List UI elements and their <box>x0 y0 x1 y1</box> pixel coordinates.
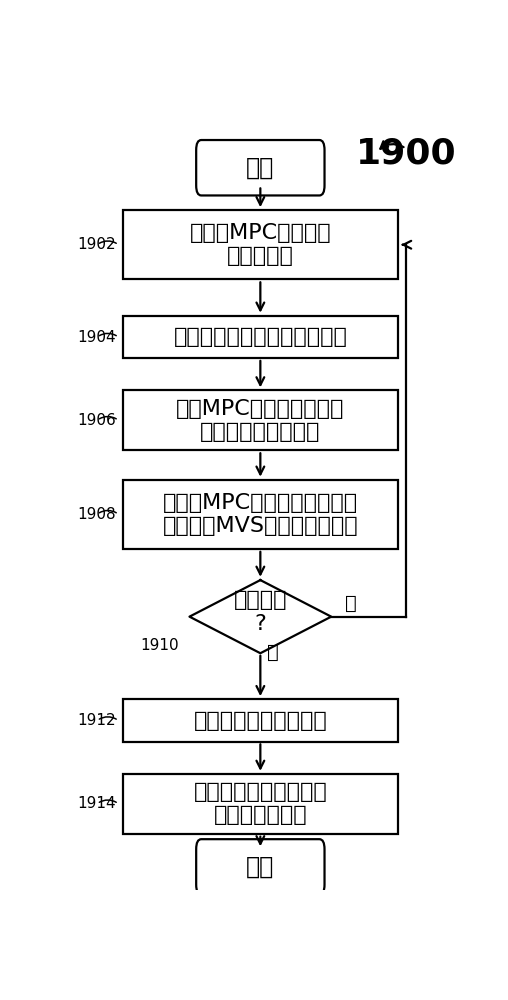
Bar <box>122 210 398 279</box>
Text: 1910: 1910 <box>141 638 179 653</box>
Text: 接收从MPC控制器可以在选择
方向上将MVS推进多远的识别: 接收从MPC控制器可以在选择 方向上将MVS推进多远的识别 <box>163 493 358 536</box>
Text: 否: 否 <box>267 643 279 662</box>
Text: 1912: 1912 <box>78 713 116 728</box>
Text: 使用估计的可行性区域
来识别解决方案: 使用估计的可行性区域 来识别解决方案 <box>194 782 327 825</box>
Bar <box>122 390 398 450</box>
Bar <box>122 774 398 834</box>
Text: 识别从MPC控制器的
当前操作点: 识别从MPC控制器的 当前操作点 <box>189 223 331 266</box>
Polygon shape <box>189 580 331 653</box>
Text: 1900: 1900 <box>356 137 456 171</box>
Text: 1908: 1908 <box>78 507 116 522</box>
Text: 是: 是 <box>345 594 357 613</box>
Bar <box>122 699 398 742</box>
Text: 1904: 1904 <box>78 330 116 345</box>
Text: 1914: 1914 <box>78 796 116 811</box>
FancyBboxPatch shape <box>196 140 325 195</box>
Text: 开始: 开始 <box>246 156 274 180</box>
Text: 更多方向
?: 更多方向 ? <box>234 590 287 634</box>
Text: 结束: 结束 <box>246 855 274 879</box>
Text: 选择可行性区域中的移动方向: 选择可行性区域中的移动方向 <box>173 327 347 347</box>
Text: 识别可行性区域的估计: 识别可行性区域的估计 <box>194 711 327 731</box>
Text: 1906: 1906 <box>78 413 116 428</box>
Bar <box>122 480 398 549</box>
Text: 1902: 1902 <box>78 237 116 252</box>
Text: 向从MPC控制器进行针对
选择方向的优化调用: 向从MPC控制器进行针对 选择方向的优化调用 <box>176 399 344 442</box>
FancyBboxPatch shape <box>196 839 325 895</box>
Bar <box>122 316 398 358</box>
